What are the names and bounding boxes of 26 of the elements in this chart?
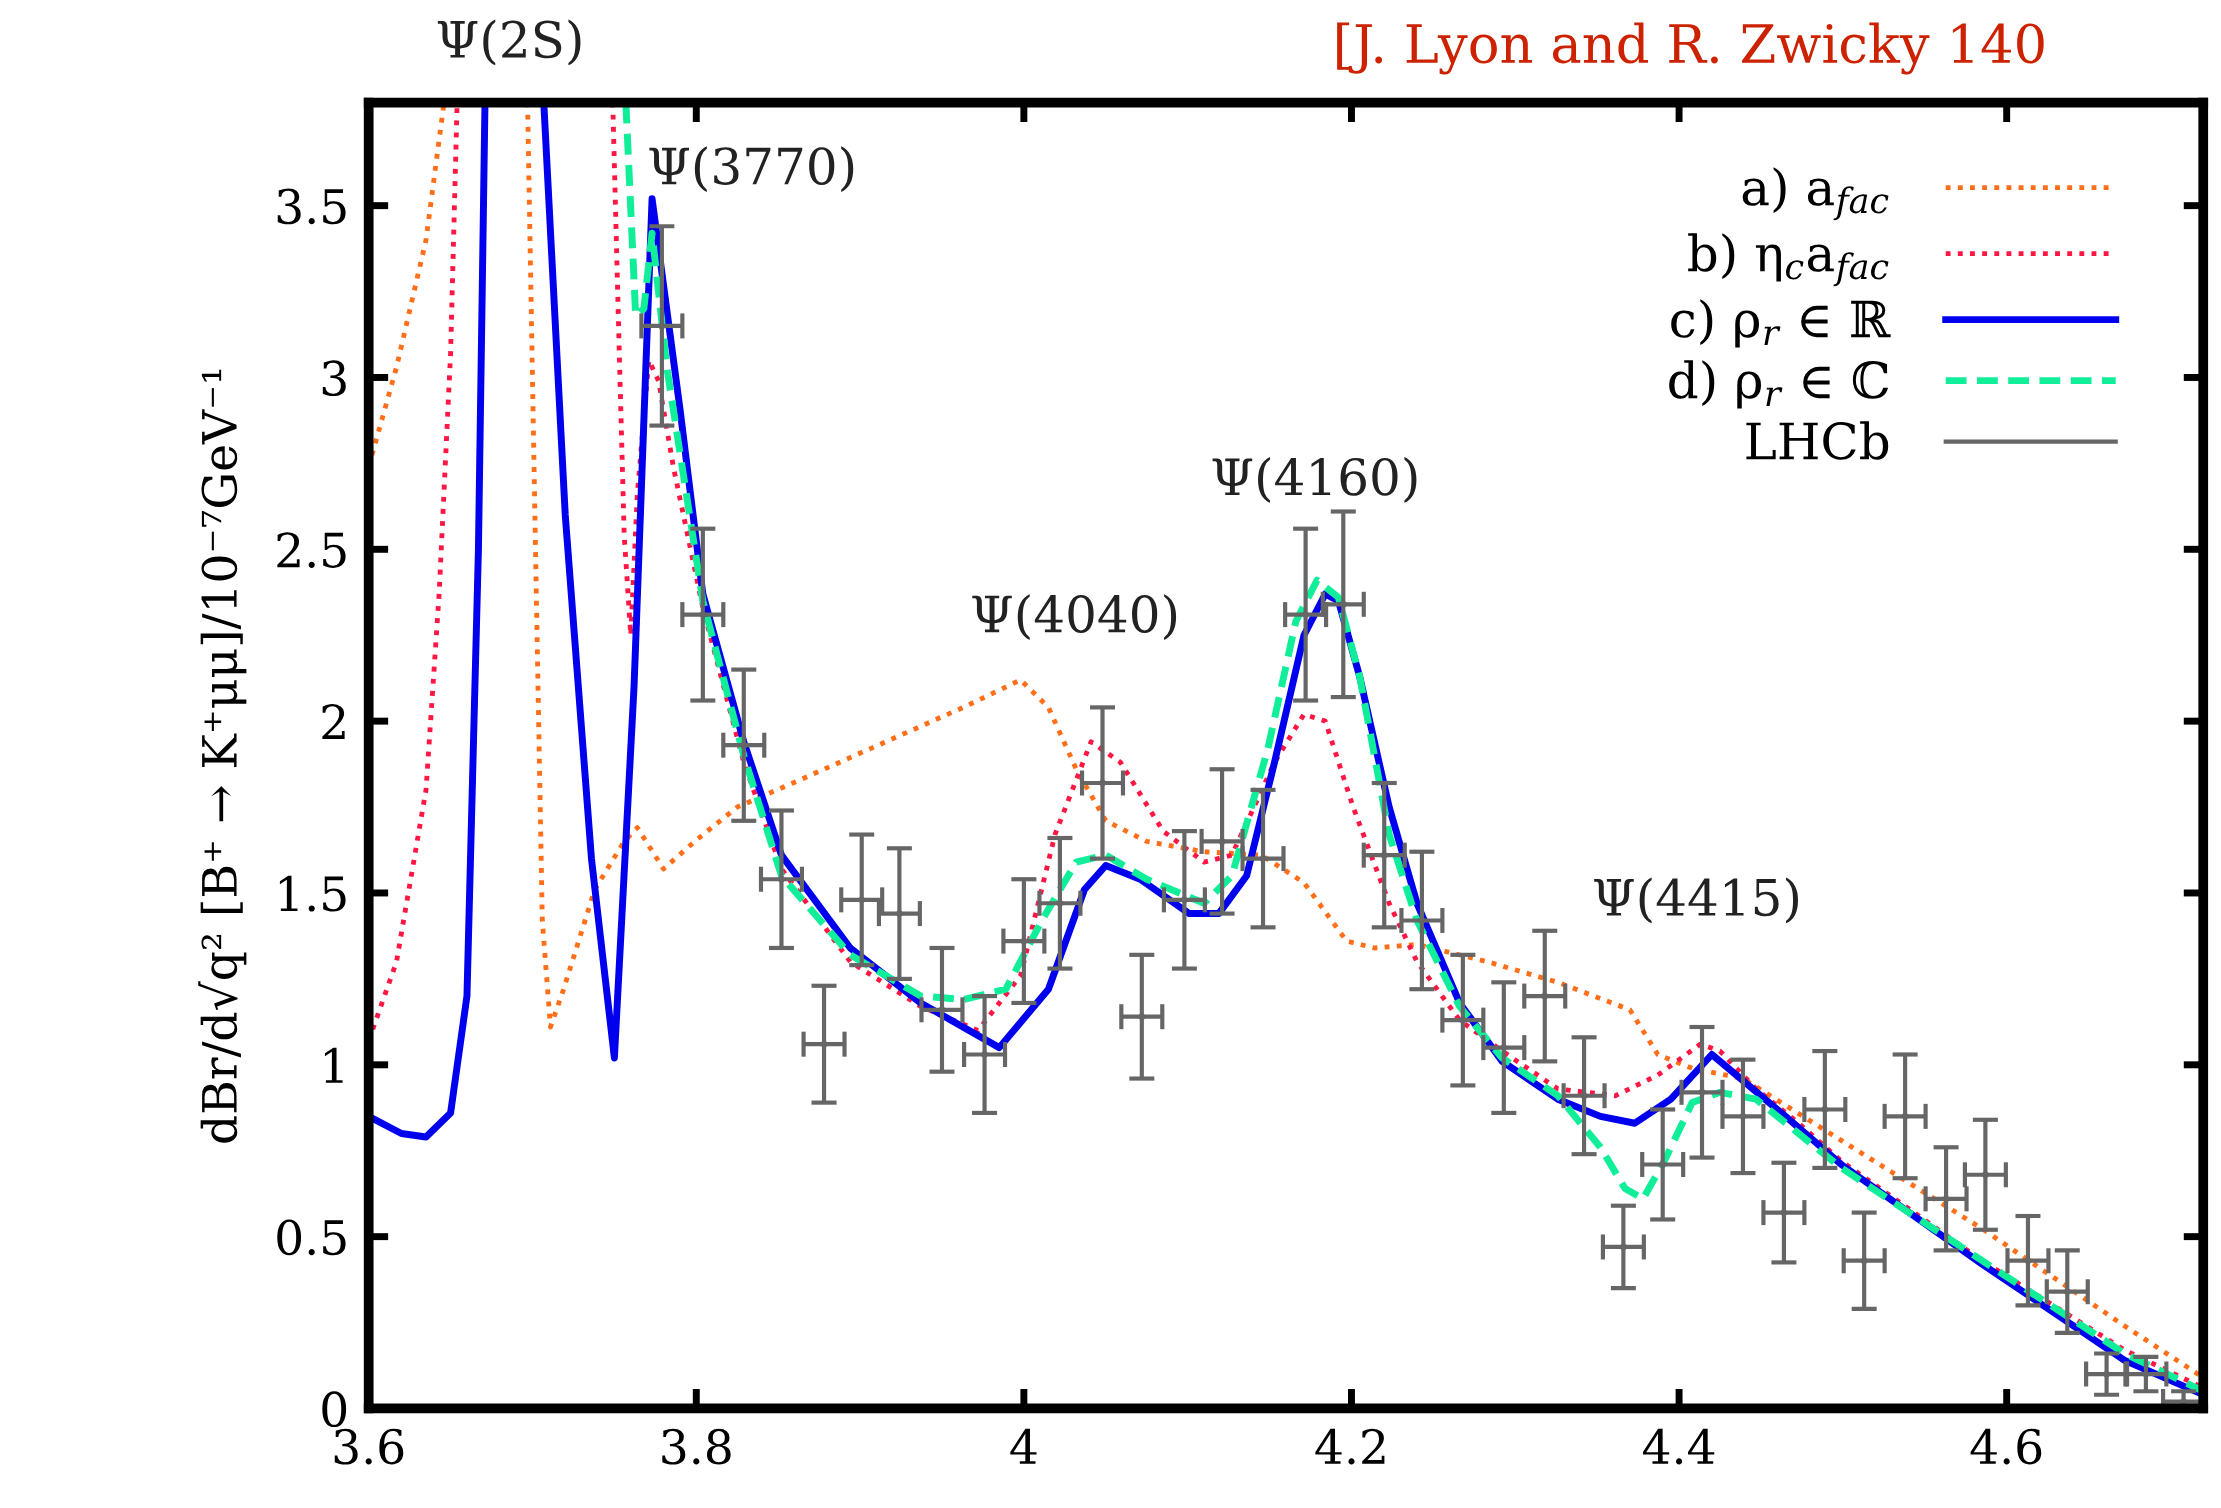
y-tick-label: 2 <box>322 704 345 740</box>
legend-label: d) ρ$_{r}$ ∈ ℂ <box>1669 360 1889 409</box>
x-tick-label: 4.6 <box>1970 1428 2042 1465</box>
legend-label: a) a$_{fac}$ <box>1742 167 1889 221</box>
legend-label: b) η$_{c}$a$_{fac}$ <box>1688 233 1889 287</box>
legend-label: LHCb <box>1746 421 1889 460</box>
annotation: Ψ(4415) <box>1594 877 1798 924</box>
y-tick-label: 3 <box>322 360 346 397</box>
y-tick-label: 1.5 <box>279 875 346 912</box>
annotation: Ψ(3770) <box>649 146 854 193</box>
x-tick-label: 3.6 <box>334 1428 404 1465</box>
y-tick-label: 1 <box>324 1047 343 1083</box>
legend-label: c) ρ$_{r}$ ∈ ℝ <box>1671 299 1891 348</box>
y-tick-label: 0.5 <box>277 1219 346 1256</box>
annotation: Ψ(4160) <box>1212 457 1417 503</box>
annotation: Ψ(4040) <box>972 594 1177 640</box>
y-tick-label: 3.5 <box>277 188 346 225</box>
text: [J. Lyon and R. Zwicky 140 <box>1337 22 2044 75</box>
text: Ψ(2S) <box>437 19 581 66</box>
y-axis-title: dBr/d√q² [B⁺ → K⁺μμ]/10⁻⁷GeV⁻¹ <box>198 369 247 1143</box>
y-tick-label: 0 <box>322 1391 347 1428</box>
y-tick-label: 2.5 <box>277 532 346 568</box>
x-tick-label: 3.8 <box>662 1428 731 1465</box>
x-tick-label: 4 <box>1010 1428 1037 1464</box>
x-tick-label: 4.2 <box>1315 1428 1385 1465</box>
x-tick-label: 4.4 <box>1642 1428 1715 1465</box>
